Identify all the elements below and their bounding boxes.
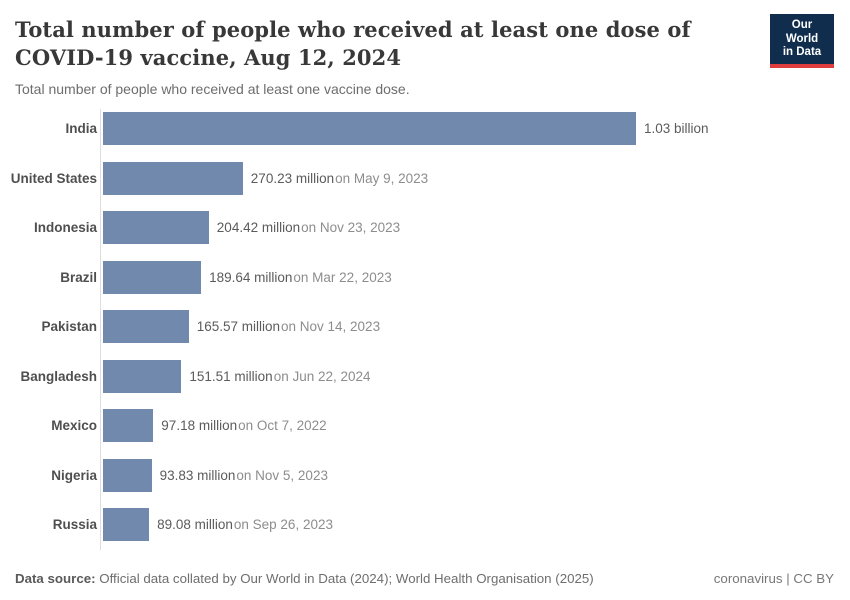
chart-row: Brazil 189.64 million on Mar 22, 2023 xyxy=(0,253,850,303)
date-label: on Sep 26, 2023 xyxy=(233,517,333,533)
bar-label: 151.51 million on Jun 22, 2024 xyxy=(189,369,370,384)
country-label: Brazil xyxy=(60,269,97,285)
bar[interactable] xyxy=(103,211,209,245)
y-axis-line xyxy=(100,109,101,550)
bar[interactable] xyxy=(103,508,150,542)
bar[interactable] xyxy=(103,310,189,344)
license-link[interactable]: coronavirus | CC BY xyxy=(713,571,834,586)
data-source-text: Official data collated by Our World in D… xyxy=(99,571,594,586)
value-label: 97.18 million xyxy=(161,418,238,434)
bar[interactable] xyxy=(103,359,182,393)
chart-row: United States 270.23 million on May 9, 2… xyxy=(0,154,850,204)
value-label: 165.57 million xyxy=(196,319,280,335)
bar[interactable] xyxy=(103,260,202,294)
chart-subtitle: Total number of people who received at l… xyxy=(15,81,410,97)
country-label: Nigeria xyxy=(51,467,97,483)
chart-row: India 1.03 billion xyxy=(0,104,850,154)
country-label: Bangladesh xyxy=(20,368,97,384)
value-label: 151.51 million xyxy=(189,368,273,384)
country-label: Mexico xyxy=(51,418,97,434)
value-label: 1.03 billion xyxy=(644,121,709,137)
value-label: 204.42 million xyxy=(216,220,301,236)
chart-footer: Data source: Official data collated by O… xyxy=(0,571,850,586)
bar-label: 89.08 million on Sep 26, 2023 xyxy=(157,517,333,532)
date-label: on Nov 14, 2023 xyxy=(281,319,381,335)
bar[interactable] xyxy=(103,409,154,443)
date-label: on Oct 7, 2022 xyxy=(238,418,327,434)
chart-row: Russia 89.08 million on Sep 26, 2023 xyxy=(0,500,850,550)
bar[interactable] xyxy=(103,161,243,195)
owid-logo-line1: Our World xyxy=(785,19,819,45)
country-label: Russia xyxy=(52,517,97,533)
data-source-label: Data source: xyxy=(15,571,96,586)
owid-logo[interactable]: Our World in Data xyxy=(770,14,834,68)
country-label: United States xyxy=(10,170,97,186)
date-label: on Nov 5, 2023 xyxy=(236,467,328,483)
bar-label: 1.03 billion xyxy=(644,121,709,136)
bar-label: 93.83 million on Nov 5, 2023 xyxy=(160,468,328,483)
chart-row: Mexico 97.18 million on Oct 7, 2022 xyxy=(0,401,850,451)
value-label: 93.83 million xyxy=(159,467,236,483)
date-label: on Nov 23, 2023 xyxy=(301,220,401,236)
bar-chart: India 1.03 billion United States 270.23 … xyxy=(0,104,850,550)
owid-logo-line2: in Data xyxy=(782,46,822,58)
bar[interactable] xyxy=(103,112,636,146)
date-label: on May 9, 2023 xyxy=(335,170,429,186)
bar-label: 189.64 million on Mar 22, 2023 xyxy=(209,270,392,285)
bar[interactable] xyxy=(103,458,152,492)
value-label: 89.08 million xyxy=(157,517,233,533)
bar-label: 204.42 million on Nov 23, 2023 xyxy=(217,220,400,235)
country-label: Pakistan xyxy=(41,319,97,335)
bar-label: 165.57 million on Nov 14, 2023 xyxy=(197,319,380,334)
bar-label: 270.23 million on May 9, 2023 xyxy=(251,171,428,186)
value-label: 270.23 million xyxy=(250,170,335,186)
bar-label: 97.18 million on Oct 7, 2022 xyxy=(161,418,326,433)
country-label: India xyxy=(65,121,97,137)
data-source: Data source: Official data collated by O… xyxy=(15,571,594,586)
country-label: Indonesia xyxy=(33,220,97,236)
chart-rows: India 1.03 billion United States 270.23 … xyxy=(0,104,850,550)
date-label: on Mar 22, 2023 xyxy=(293,269,392,285)
page-title: Total number of people who received at l… xyxy=(15,17,691,70)
chart-header: Total number of people who received at l… xyxy=(0,0,850,97)
chart-row: Pakistan 165.57 million on Nov 14, 2023 xyxy=(0,302,850,352)
chart-row: Bangladesh 151.51 million on Jun 22, 202… xyxy=(0,352,850,402)
value-label: 189.64 million xyxy=(209,269,293,285)
chart-row: Nigeria 93.83 million on Nov 5, 2023 xyxy=(0,451,850,501)
date-label: on Jun 22, 2024 xyxy=(273,368,371,384)
chart-row: Indonesia 204.42 million on Nov 23, 2023 xyxy=(0,203,850,253)
